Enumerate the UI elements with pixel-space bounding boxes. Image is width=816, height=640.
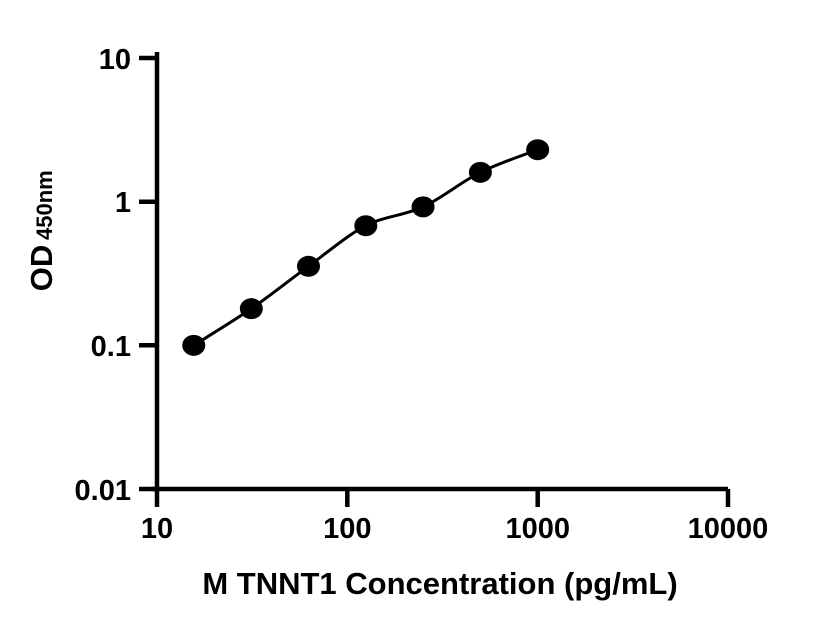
y-axis-title-main: OD (24, 245, 59, 292)
data-point-markers (182, 139, 550, 356)
y-tick-label-10: 10 (99, 44, 131, 76)
y-axis-title-sub: 450nm (32, 170, 57, 240)
data-point-4 (354, 215, 378, 237)
data-point-3 (296, 255, 320, 277)
x-tick-label-100: 100 (323, 513, 371, 545)
data-point-6 (468, 161, 492, 183)
y-axis-title: OD 450nm (24, 170, 59, 291)
y-tick-label-1: 1 (115, 187, 131, 219)
y-tick-label-0-01: 0.01 (75, 475, 131, 507)
x-axis-title: M TNNT1 Concentration (pg/mL) (202, 566, 677, 601)
x-tick-label-1000: 1000 (505, 513, 570, 545)
x-tick-label-10: 10 (141, 513, 173, 545)
data-point-5 (411, 196, 435, 218)
data-point-1 (182, 334, 206, 356)
y-tick-label-0-1: 0.1 (91, 331, 131, 363)
x-tick-label-10000: 10000 (688, 513, 769, 545)
data-point-7 (526, 139, 550, 161)
data-point-2 (239, 298, 263, 320)
